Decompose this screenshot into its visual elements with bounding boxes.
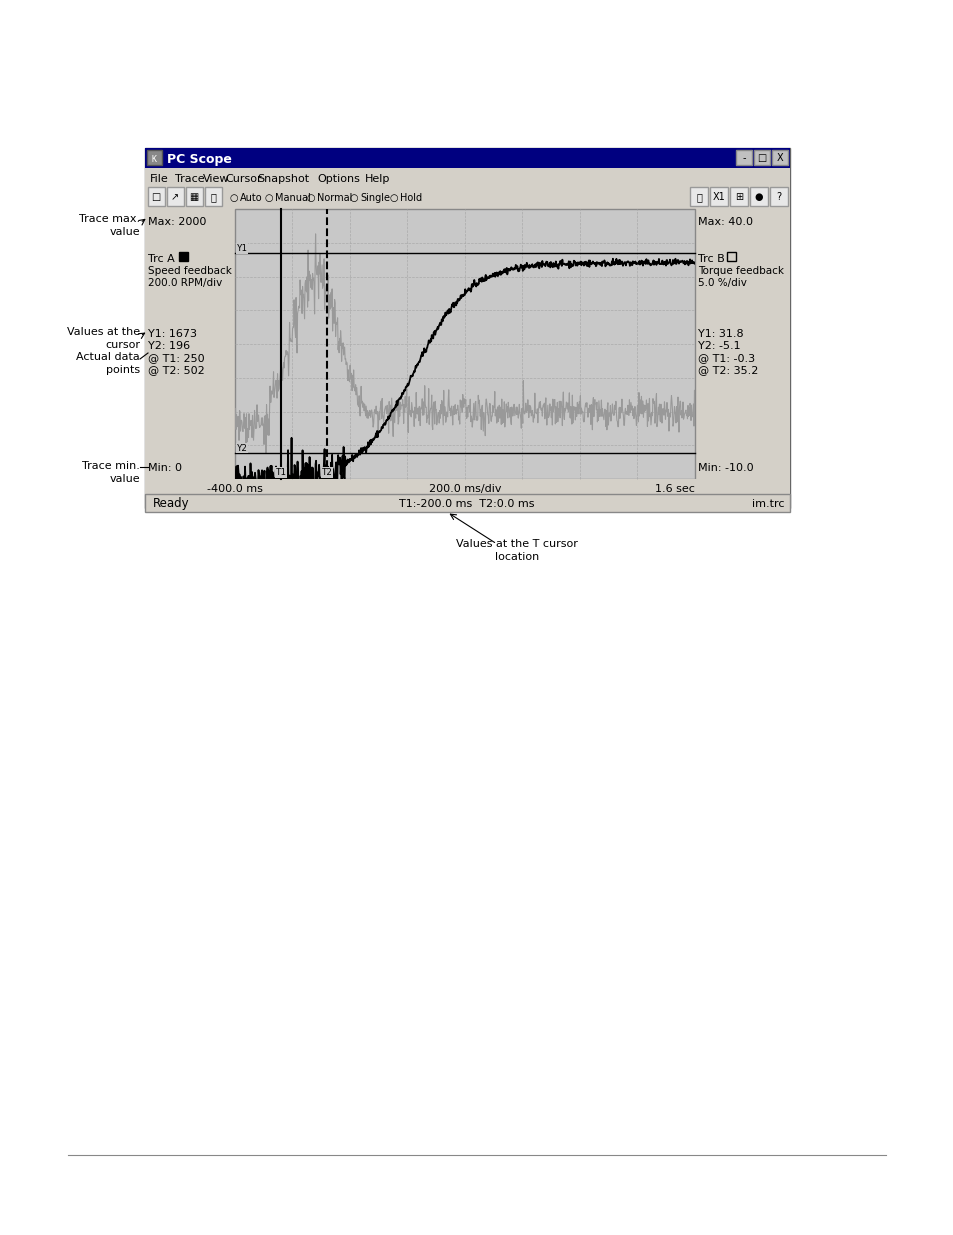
Text: Speed feedback: Speed feedback <box>148 266 232 275</box>
Text: Values at the
cursor: Values at the cursor <box>67 327 140 351</box>
Text: T1:-200.0 ms  T2:0.0 ms: T1:-200.0 ms T2:0.0 ms <box>399 499 535 509</box>
Text: Max: 40.0: Max: 40.0 <box>698 217 752 227</box>
Bar <box>726 252 735 261</box>
Text: 200.0 RPM/div: 200.0 RPM/div <box>148 278 222 288</box>
Bar <box>729 186 747 206</box>
Text: Normal: Normal <box>316 193 352 203</box>
Text: □: □ <box>757 153 766 163</box>
Text: Single: Single <box>359 193 390 203</box>
Text: @ T2: 35.2: @ T2: 35.2 <box>698 366 758 375</box>
Text: -400.0 ms: -400.0 ms <box>207 484 263 494</box>
Text: ○: ○ <box>390 193 398 203</box>
Bar <box>179 252 188 261</box>
Bar <box>145 209 234 479</box>
Text: Min: 0: Min: 0 <box>148 463 182 473</box>
Bar <box>753 149 769 165</box>
Text: im.trc: im.trc <box>752 499 784 509</box>
Bar <box>145 148 789 168</box>
Text: File: File <box>150 174 169 184</box>
Bar <box>147 149 162 165</box>
Text: Y1: 31.8: Y1: 31.8 <box>698 329 742 338</box>
Text: Auto: Auto <box>240 193 262 203</box>
Text: Values at the T cursor
location: Values at the T cursor location <box>456 538 578 562</box>
Text: Y2: -5.1: Y2: -5.1 <box>698 341 740 351</box>
Text: @ T1: 250: @ T1: 250 <box>148 353 204 363</box>
Bar <box>145 494 789 513</box>
Text: PC Scope: PC Scope <box>167 153 232 167</box>
Text: Help: Help <box>365 174 390 184</box>
Bar <box>145 168 789 185</box>
Text: ?: ? <box>776 191 781 203</box>
Bar <box>186 186 203 206</box>
Text: 🔍: 🔍 <box>696 191 701 203</box>
Text: T1: T1 <box>275 468 286 477</box>
Text: Y2: 196: Y2: 196 <box>148 341 190 351</box>
Bar <box>735 149 751 165</box>
Bar <box>148 186 165 206</box>
Text: ○: ○ <box>265 193 274 203</box>
Bar <box>769 186 787 206</box>
Text: 🔍: 🔍 <box>210 191 215 203</box>
Bar <box>205 186 222 206</box>
Text: View: View <box>203 174 230 184</box>
Bar <box>695 209 789 479</box>
Text: Manual: Manual <box>274 193 311 203</box>
Bar <box>234 209 695 479</box>
Text: Cursor: Cursor <box>225 174 261 184</box>
Text: Max: 2000: Max: 2000 <box>148 217 206 227</box>
Text: Hold: Hold <box>399 193 421 203</box>
Text: @ T1: -0.3: @ T1: -0.3 <box>698 353 755 363</box>
Bar <box>145 479 789 494</box>
Text: Trace min.
value: Trace min. value <box>82 461 140 484</box>
Text: Ready: Ready <box>152 498 190 510</box>
Text: Trc B: Trc B <box>698 254 724 264</box>
Text: Torque feedback: Torque feedback <box>698 266 783 275</box>
Text: Trace: Trace <box>174 174 204 184</box>
Text: X1: X1 <box>712 191 724 203</box>
Text: □: □ <box>152 191 160 203</box>
Text: ↗: ↗ <box>171 191 179 203</box>
Bar <box>749 186 767 206</box>
Text: Actual data
points: Actual data points <box>76 352 140 375</box>
Text: ○: ○ <box>230 193 238 203</box>
Text: Min: -10.0: Min: -10.0 <box>698 463 753 473</box>
Text: Snapshot: Snapshot <box>256 174 309 184</box>
Text: ▦: ▦ <box>190 191 198 203</box>
Text: @ T2: 502: @ T2: 502 <box>148 366 205 375</box>
Bar <box>234 209 695 479</box>
Text: Trace max.
value: Trace max. value <box>79 214 140 237</box>
Bar <box>709 186 727 206</box>
Text: 200.0 ms/div: 200.0 ms/div <box>428 484 500 494</box>
Text: ⊞: ⊞ <box>734 191 742 203</box>
Text: Options: Options <box>316 174 359 184</box>
Bar <box>145 185 789 209</box>
Text: Y1: 1673: Y1: 1673 <box>148 329 196 338</box>
Bar <box>771 149 787 165</box>
Bar <box>145 148 789 508</box>
Text: ○: ○ <box>350 193 358 203</box>
Text: Y2: Y2 <box>236 443 248 452</box>
Text: ○: ○ <box>307 193 315 203</box>
Text: -: - <box>741 153 745 163</box>
Text: T2: T2 <box>321 468 332 477</box>
Text: 1.6 sec: 1.6 sec <box>655 484 695 494</box>
Text: X: X <box>776 153 782 163</box>
Bar <box>689 186 707 206</box>
Text: ●: ● <box>754 191 762 203</box>
Bar <box>167 186 184 206</box>
Text: Trc A: Trc A <box>148 254 174 264</box>
Text: K: K <box>152 154 156 163</box>
Text: 5.0 %/div: 5.0 %/div <box>698 278 746 288</box>
Text: Y1: Y1 <box>236 245 248 253</box>
